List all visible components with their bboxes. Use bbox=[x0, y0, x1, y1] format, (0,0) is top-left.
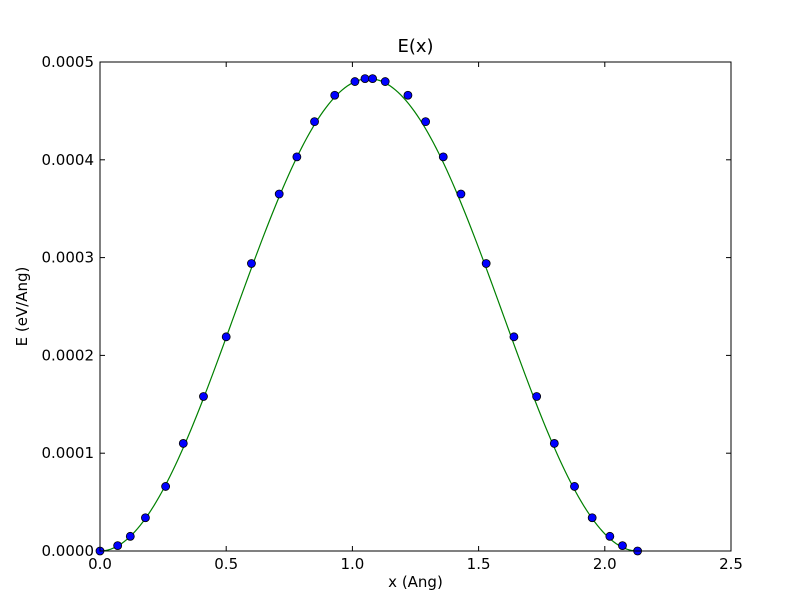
data-point bbox=[587, 513, 597, 523]
x-tick-label: 2.0 bbox=[593, 555, 617, 573]
x-tick-label: 2.5 bbox=[719, 555, 743, 573]
y-axis-label: E (eV/Ang) bbox=[13, 267, 31, 347]
y-tick-label: 0.0002 bbox=[42, 346, 95, 364]
data-point bbox=[292, 152, 302, 162]
y-tick-label: 0.0005 bbox=[42, 53, 95, 71]
chart-title: E(x) bbox=[397, 36, 433, 57]
y-tick-label: 0.0000 bbox=[42, 542, 95, 560]
data-point bbox=[247, 259, 256, 268]
data-point bbox=[421, 117, 431, 127]
plot-area bbox=[95, 74, 643, 556]
data-point bbox=[310, 117, 319, 127]
x-tick-label: 1.5 bbox=[467, 555, 491, 573]
data-point bbox=[141, 513, 150, 523]
y-tick-label: 0.0001 bbox=[42, 444, 95, 462]
data-point bbox=[570, 482, 579, 491]
data-point bbox=[438, 152, 448, 162]
data-point bbox=[274, 189, 284, 199]
x-tick-label: 1.0 bbox=[340, 555, 364, 573]
data-point bbox=[113, 541, 123, 551]
data-point bbox=[481, 259, 491, 268]
data-point bbox=[509, 332, 519, 342]
data-point bbox=[368, 74, 377, 84]
data-point bbox=[330, 90, 340, 100]
y-tick-label: 0.0004 bbox=[42, 151, 95, 169]
data-point bbox=[380, 77, 390, 86]
data-point bbox=[161, 482, 171, 491]
axes-frame bbox=[99, 61, 732, 552]
axes: 0.0 0.5 1.0 1.5 2.0 2.5 0.0000 0.0001 0.0002 0.00… bbox=[42, 53, 743, 573]
data-point bbox=[532, 392, 542, 401]
x-axis-label: x (Ang) bbox=[388, 573, 443, 591]
data-point bbox=[125, 531, 135, 541]
data-point bbox=[199, 392, 208, 401]
data-point bbox=[605, 531, 615, 541]
y-tick-label: 0.0003 bbox=[42, 249, 95, 267]
data-point bbox=[549, 439, 559, 448]
data-point bbox=[618, 541, 627, 551]
data-point bbox=[178, 439, 188, 448]
data-point bbox=[350, 77, 360, 86]
x-tick-label: 0.0 bbox=[88, 555, 112, 573]
data-point bbox=[360, 74, 370, 84]
data-point bbox=[221, 332, 231, 342]
x-tick-label: 0.5 bbox=[214, 555, 238, 573]
data-point bbox=[456, 189, 466, 199]
data-point bbox=[403, 90, 413, 100]
